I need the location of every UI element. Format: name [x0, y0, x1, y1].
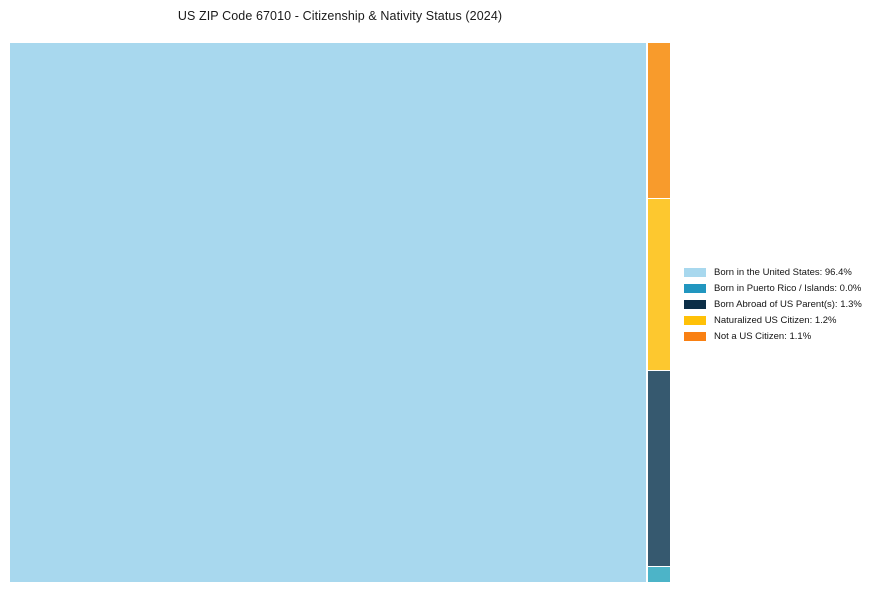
legend-swatch-icon	[684, 267, 706, 277]
tile-not-a-us-citizen[interactable]	[648, 43, 670, 199]
legend-item-label: Born Abroad of US Parent(s): 1.3%	[714, 298, 862, 310]
treemap-plot-area	[10, 43, 670, 582]
legend-swatch-icon	[684, 331, 706, 341]
legend-item-label: Born in Puerto Rico / Islands: 0.0%	[714, 282, 862, 294]
legend-item-label: Not a US Citizen: 1.1%	[714, 330, 812, 342]
tile-born-in-puerto-rico-islands[interactable]	[648, 567, 670, 582]
legend-item-label: Born in the United States: 96.4%	[714, 266, 852, 278]
tile-born-in-the-united-states[interactable]	[10, 43, 646, 582]
tile-naturalized-us-citizen[interactable]	[648, 198, 670, 370]
legend-item[interactable]: Born in the United States: 96.4%	[684, 264, 884, 280]
legend-swatch-icon	[684, 315, 706, 325]
legend-swatch-icon	[684, 283, 706, 293]
legend-item[interactable]: Naturalized US Citizen: 1.2%	[684, 312, 884, 328]
legend-item[interactable]: Not a US Citizen: 1.1%	[684, 328, 884, 344]
chart-legend: Born in the United States: 96.4% Born in …	[684, 264, 884, 344]
legend-item[interactable]: Born Abroad of US Parent(s): 1.3%	[684, 296, 884, 312]
legend-swatch-icon	[684, 299, 706, 309]
tile-born-abroad-of-us-parents[interactable]	[648, 370, 670, 566]
legend-item-label: Naturalized US Citizen: 1.2%	[714, 314, 837, 326]
chart-title: US ZIP Code 67010 - Citizenship & Nativi…	[177, 9, 503, 23]
legend-item[interactable]: Born in Puerto Rico / Islands: 0.0%	[684, 280, 884, 296]
